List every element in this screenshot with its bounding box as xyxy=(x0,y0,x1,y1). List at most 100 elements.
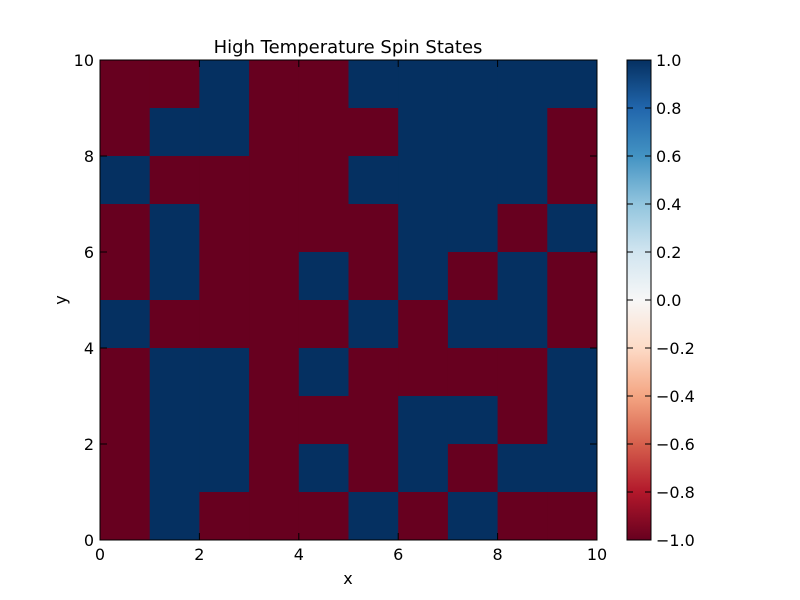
y-tick-label: 2 xyxy=(84,435,94,454)
heatmap-cell xyxy=(149,156,200,205)
colorbar-tick-label: −0.4 xyxy=(656,387,695,406)
heatmap-cell xyxy=(447,396,499,445)
heatmap-cell xyxy=(149,492,200,541)
heatmap-cell xyxy=(149,252,200,301)
y-axis: 0 2 4 6 8 10 xyxy=(74,51,597,550)
heatmap-cell xyxy=(100,108,151,157)
heatmap-cell xyxy=(149,60,200,109)
heatmap-cell xyxy=(249,348,300,397)
heatmap-cell xyxy=(447,444,499,493)
heatmap-cell xyxy=(298,108,349,157)
heatmap-cell xyxy=(497,348,548,397)
heatmap-cell xyxy=(298,156,349,205)
heatmap-cell xyxy=(398,204,449,253)
heatmap-cell xyxy=(447,348,499,397)
colorbar-tick-label: 0.4 xyxy=(656,195,681,214)
heatmap-cell xyxy=(199,156,250,205)
heatmap-cell xyxy=(199,396,250,445)
heatmap-cell xyxy=(547,396,598,445)
heatmap-cell xyxy=(348,108,399,157)
heatmap-cell xyxy=(497,108,548,157)
heatmap-cell xyxy=(497,60,548,109)
x-tick-label: 10 xyxy=(587,545,607,564)
heatmap-cell xyxy=(199,300,250,349)
heatmap-cell xyxy=(100,60,151,109)
colorbar-tick-label: 0.0 xyxy=(656,291,681,310)
heatmap-cell xyxy=(398,300,449,349)
colorbar-tick-label: −1.0 xyxy=(656,531,695,550)
heatmap-cell xyxy=(199,444,250,493)
heatmap-cell xyxy=(547,204,598,253)
heatmap-cell xyxy=(398,108,449,157)
heatmap-cell xyxy=(100,492,151,541)
heatmap-cell xyxy=(348,156,399,205)
heatmap-cell xyxy=(199,108,250,157)
heatmap-cell xyxy=(447,252,499,301)
heatmap-cell xyxy=(149,300,200,349)
heatmap-cell xyxy=(100,156,151,205)
heatmap-cell xyxy=(398,60,449,109)
chart-title: High Temperature Spin States xyxy=(214,37,483,58)
heatmap-cell xyxy=(348,204,399,253)
colorbar-tick-label: 1.0 xyxy=(656,51,681,70)
heatmap-cell xyxy=(149,396,200,445)
heatmap-cell xyxy=(249,492,300,541)
colorbar-tick-label: 0.8 xyxy=(656,99,681,118)
heatmap-cell xyxy=(199,252,250,301)
heatmap-cell xyxy=(497,156,548,205)
heatmap-cell xyxy=(298,60,349,109)
colorbar-tick-label: −0.2 xyxy=(656,339,695,358)
heatmap-cell xyxy=(199,60,250,109)
heatmap-cell xyxy=(447,492,499,541)
heatmap-cell xyxy=(497,204,548,253)
colorbar-tick-label: 0.2 xyxy=(656,243,681,262)
heatmap-cell xyxy=(398,396,449,445)
x-tick-label: 6 xyxy=(393,545,403,564)
heatmap-cell xyxy=(199,348,250,397)
heatmap-cell xyxy=(249,396,300,445)
heatmap-cell xyxy=(398,348,449,397)
heatmap-cell xyxy=(249,108,300,157)
y-tick-label: 8 xyxy=(84,147,94,166)
heatmap-cell xyxy=(298,252,349,301)
heatmap-cell xyxy=(348,396,399,445)
x-tick-label: 8 xyxy=(493,545,503,564)
plot-frame xyxy=(99,59,598,541)
y-tick-label: 4 xyxy=(84,339,94,358)
x-tick-label: 0 xyxy=(95,545,105,564)
heatmap-cell xyxy=(348,492,399,541)
heatmap-cell xyxy=(249,60,300,109)
heatmap-cell xyxy=(249,444,300,493)
y-axis-label: y xyxy=(51,295,70,304)
heatmap-cell xyxy=(298,396,349,445)
heatmap-cell xyxy=(447,300,499,349)
heatmap-cell xyxy=(298,492,349,541)
heatmap-cell xyxy=(547,300,598,349)
heatmap-cell xyxy=(249,300,300,349)
colorbar-tick-label: −0.8 xyxy=(656,483,695,502)
heatmap-cell xyxy=(497,492,548,541)
heatmap-cell xyxy=(348,300,399,349)
heatmap-cell xyxy=(100,300,151,349)
heatmap-cell xyxy=(298,444,349,493)
y-tick-label: 6 xyxy=(84,243,94,262)
heatmap-cell xyxy=(199,492,250,541)
heatmap-cell xyxy=(398,252,449,301)
x-axis-label: x xyxy=(343,569,352,588)
heatmap-cell xyxy=(199,204,250,253)
heatmap-cell xyxy=(547,348,598,397)
heatmap-cell xyxy=(149,348,200,397)
heatmap-cell xyxy=(298,204,349,253)
heatmap-cell xyxy=(348,252,399,301)
heatmap-cell xyxy=(249,204,300,253)
colorbar-tick-label: −0.6 xyxy=(656,435,695,454)
heatmap-cell xyxy=(497,252,548,301)
heatmap-cell xyxy=(447,60,499,109)
y-tick-label: 0 xyxy=(84,531,94,550)
heatmap-cell xyxy=(447,156,499,205)
heatmap-cell xyxy=(348,60,399,109)
heatmap-cell xyxy=(100,252,151,301)
heatmap-cell xyxy=(398,492,449,541)
y-tick-label: 10 xyxy=(74,51,94,70)
